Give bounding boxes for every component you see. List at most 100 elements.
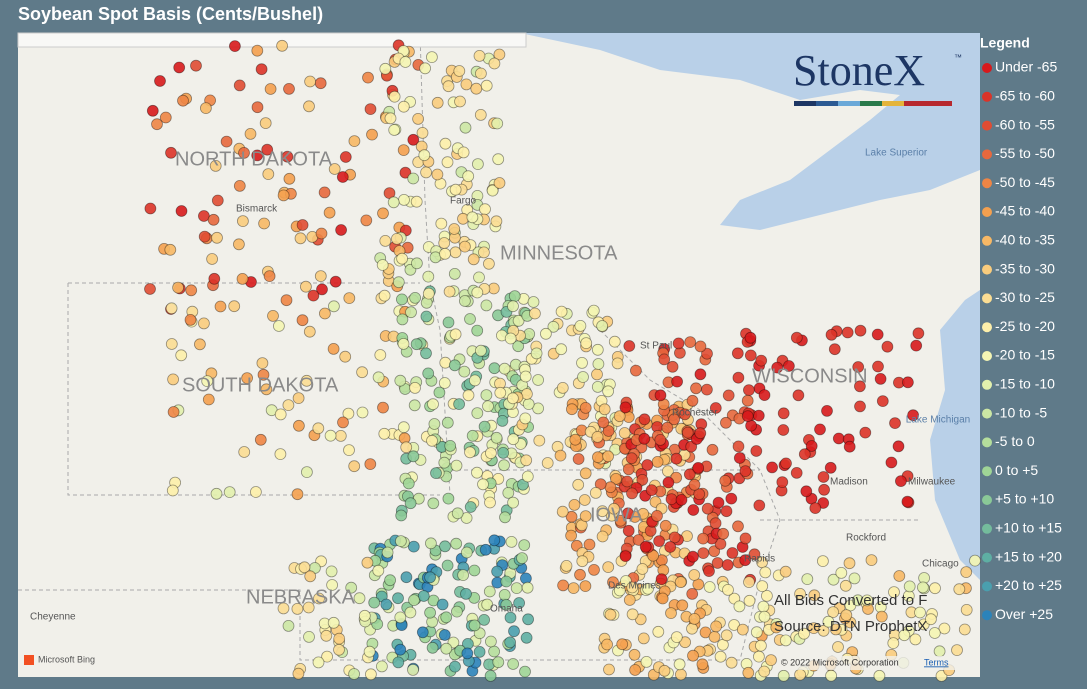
bid-dot bbox=[435, 217, 448, 230]
bid-dot bbox=[800, 485, 813, 498]
bid-dot bbox=[676, 599, 689, 612]
bid-dot bbox=[733, 600, 746, 613]
bid-dot bbox=[654, 433, 667, 446]
bid-dot bbox=[596, 320, 608, 332]
bid-dot bbox=[151, 118, 163, 131]
bid-dot bbox=[832, 432, 845, 445]
stripe bbox=[816, 101, 838, 106]
bid-dot bbox=[742, 666, 755, 679]
bid-dot bbox=[396, 313, 409, 326]
bid-dot bbox=[777, 407, 790, 420]
bid-dot bbox=[207, 213, 220, 226]
bid-dot bbox=[499, 511, 511, 524]
bid-dot bbox=[408, 399, 421, 412]
bid-dot bbox=[652, 625, 665, 638]
bid-dot bbox=[447, 636, 460, 649]
bid-dot bbox=[427, 398, 439, 411]
bid-dot bbox=[321, 650, 334, 663]
bid-dot bbox=[460, 588, 472, 600]
stripe bbox=[904, 101, 926, 106]
bid-dot bbox=[790, 466, 803, 479]
bid-dot bbox=[494, 386, 507, 399]
bid-dot bbox=[482, 400, 494, 413]
bid-dot bbox=[336, 171, 349, 183]
bid-dot bbox=[758, 610, 771, 623]
stripe bbox=[838, 101, 860, 106]
bid-dot bbox=[817, 624, 830, 637]
bid-dot bbox=[159, 111, 172, 124]
bid-dot bbox=[460, 546, 473, 559]
bid-dot bbox=[478, 420, 491, 433]
bid-dot bbox=[394, 374, 407, 387]
legend-swatch bbox=[982, 495, 992, 505]
bid-dot bbox=[251, 44, 264, 57]
bid-dot bbox=[223, 486, 236, 499]
bid-dot bbox=[356, 406, 369, 419]
state-label: MINNESOTA bbox=[500, 242, 618, 264]
bid-dot bbox=[165, 302, 178, 315]
stripe bbox=[926, 101, 952, 106]
bid-dot bbox=[324, 429, 337, 442]
bid-dot bbox=[439, 137, 452, 150]
legend-swatch bbox=[982, 63, 992, 73]
bid-dot bbox=[522, 398, 535, 411]
legend-label: +10 to +15 bbox=[995, 520, 1062, 536]
bid-dot bbox=[368, 596, 381, 609]
bid-dot bbox=[461, 647, 474, 660]
bid-dot bbox=[607, 576, 619, 589]
bid-dot bbox=[462, 389, 475, 402]
bid-dot bbox=[569, 433, 582, 446]
bid-dot bbox=[397, 144, 410, 157]
bid-dot bbox=[449, 328, 462, 341]
legend-swatch bbox=[982, 379, 992, 390]
bid-dot bbox=[333, 643, 345, 656]
bid-dot bbox=[328, 163, 341, 175]
bid-dot bbox=[741, 410, 754, 423]
city-label: Milwaukee bbox=[908, 477, 956, 488]
bid-dot bbox=[756, 580, 769, 592]
bid-dot bbox=[457, 146, 470, 159]
bid-dot bbox=[907, 409, 919, 422]
bid-dot bbox=[471, 324, 484, 337]
bid-dot bbox=[256, 357, 269, 370]
note: All Bids Converted to F bbox=[774, 592, 927, 609]
bid-dot bbox=[639, 540, 652, 553]
bid-dot bbox=[588, 564, 600, 576]
bid-dot bbox=[448, 223, 461, 235]
bid-dot bbox=[473, 646, 486, 658]
bid-dot bbox=[703, 565, 715, 577]
terms-link[interactable]: Terms bbox=[924, 657, 949, 667]
bid-dot bbox=[314, 270, 327, 283]
bid-dot bbox=[206, 253, 219, 265]
bid-dot bbox=[708, 631, 721, 643]
bid-dot bbox=[653, 535, 665, 547]
bid-dot bbox=[848, 572, 861, 585]
bid-dot bbox=[303, 100, 315, 113]
legend-swatch bbox=[982, 264, 992, 275]
bid-dot bbox=[422, 367, 435, 380]
bid-dot bbox=[829, 623, 842, 636]
bid-dot bbox=[457, 569, 470, 581]
border bbox=[599, 329, 781, 661]
bid-dot bbox=[843, 440, 856, 453]
bid-dot bbox=[777, 424, 790, 436]
bid-dot bbox=[739, 465, 752, 478]
bid-dot bbox=[709, 402, 722, 414]
bid-dot bbox=[334, 429, 347, 442]
bid-dot bbox=[474, 344, 487, 357]
bid-dot bbox=[917, 581, 929, 594]
bid-dot bbox=[493, 48, 506, 61]
bid-dot bbox=[313, 592, 325, 605]
bid-dot bbox=[872, 360, 884, 373]
bid-dot bbox=[291, 603, 304, 615]
bid-dot bbox=[353, 592, 366, 605]
bid-dot bbox=[419, 62, 432, 75]
bid-dot bbox=[554, 449, 567, 462]
bid-dot bbox=[619, 550, 632, 562]
bid-dot bbox=[422, 287, 435, 300]
bid-dot bbox=[507, 392, 519, 405]
bid-dot bbox=[960, 566, 973, 578]
bid-dot bbox=[688, 478, 701, 491]
bid-dot bbox=[471, 158, 484, 171]
bid-dot bbox=[519, 412, 532, 425]
